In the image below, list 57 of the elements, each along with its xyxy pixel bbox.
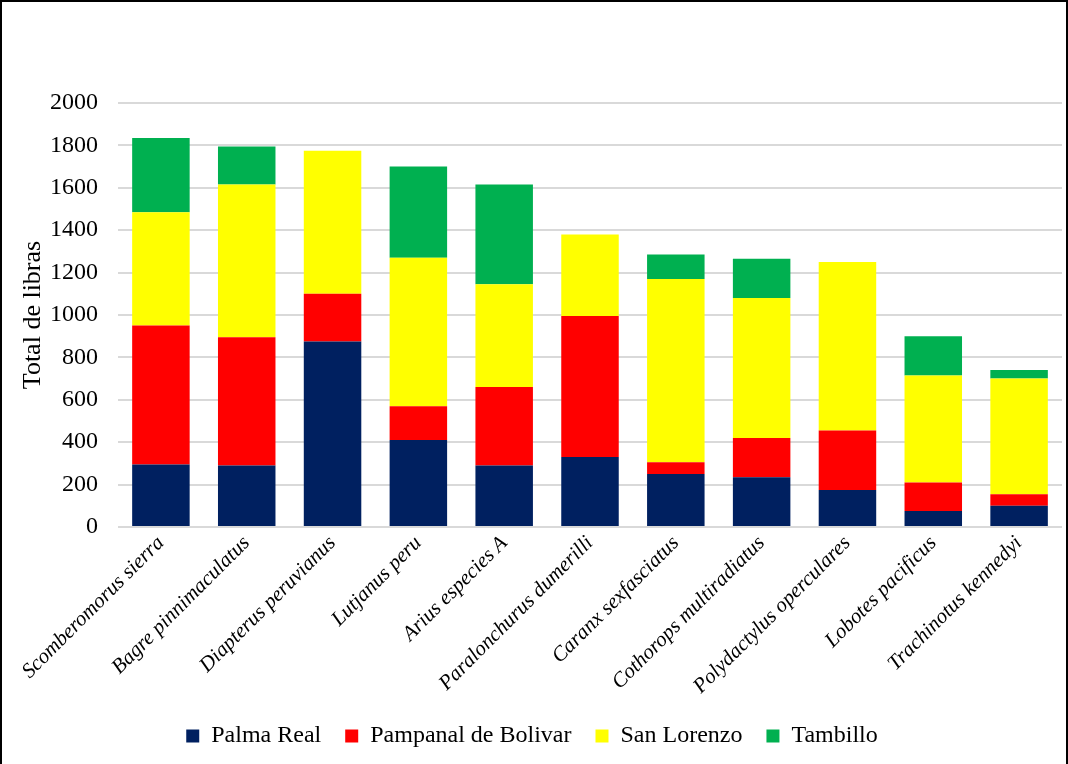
- bar: [217, 337, 276, 466]
- bar: [904, 511, 963, 526]
- y-tick-label: 400: [62, 427, 98, 454]
- bar: [818, 430, 877, 490]
- bar: [132, 464, 190, 526]
- bar: [132, 137, 190, 213]
- y-tick-label: 1600: [50, 173, 98, 200]
- bar: [217, 465, 276, 526]
- bar: [561, 234, 619, 317]
- bar: [647, 278, 705, 463]
- bar: [217, 146, 276, 185]
- y-tick-label: 1800: [50, 130, 98, 157]
- bar: [561, 457, 619, 526]
- legend-label: Pampanal de Bolivar: [370, 721, 572, 748]
- bar: [647, 254, 705, 279]
- bar: [389, 257, 448, 407]
- y-tick-label: 1400: [50, 215, 98, 242]
- bar: [904, 375, 963, 483]
- bar: [389, 166, 448, 258]
- y-tick-label: 1200: [50, 257, 98, 284]
- bar: [990, 370, 1048, 379]
- bar: [732, 298, 791, 438]
- bar: [732, 437, 791, 478]
- bar: [647, 474, 705, 526]
- bar: [389, 440, 448, 526]
- bar: [990, 494, 1048, 506]
- y-tick-label: 1000: [50, 300, 98, 327]
- bar: [303, 341, 362, 526]
- bar: [475, 387, 533, 466]
- bar: [732, 477, 791, 526]
- bar: [818, 262, 877, 431]
- bar: [132, 325, 190, 465]
- y-tick-label: 600: [62, 385, 98, 412]
- bar: [217, 184, 276, 338]
- legend-label: San Lorenzo: [620, 721, 743, 748]
- legend-label: Palma Real: [211, 721, 322, 748]
- bar: [732, 258, 791, 299]
- y-axis-title: Total de libras: [17, 240, 47, 390]
- y-tick-label: 200: [62, 469, 98, 496]
- bar: [389, 406, 448, 441]
- bar: [303, 293, 362, 342]
- bar: [647, 462, 705, 474]
- bar: [990, 505, 1048, 526]
- bar: [561, 316, 619, 458]
- bar: [904, 336, 963, 376]
- bar: [132, 212, 190, 326]
- bar: [990, 378, 1048, 495]
- bar: [303, 150, 362, 294]
- bar: [904, 482, 963, 512]
- legend-label: Tambillo: [791, 721, 878, 748]
- y-tick-label: 800: [62, 342, 98, 369]
- bar: [475, 465, 533, 526]
- y-tick-label: 0: [86, 512, 98, 539]
- bar: [818, 489, 877, 526]
- bar: [475, 284, 533, 388]
- y-tick-label: 2000: [50, 88, 98, 115]
- bar: [475, 184, 533, 285]
